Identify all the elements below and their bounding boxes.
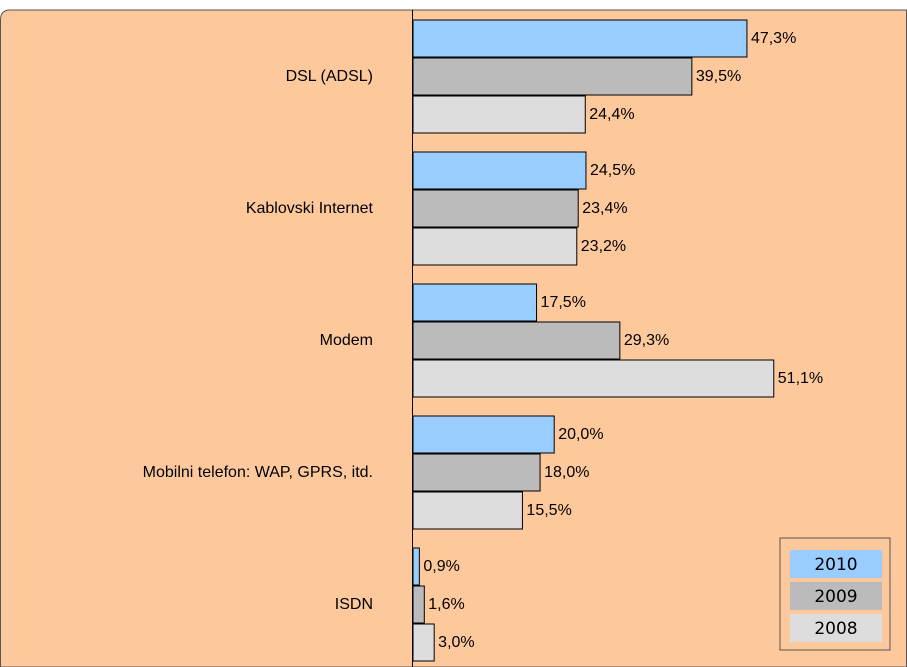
legend-swatch	[790, 614, 882, 642]
bar	[412, 453, 541, 492]
value-label: 3,0%	[438, 634, 474, 651]
value-label: 39,5%	[696, 68, 741, 85]
value-label: 18,0%	[544, 464, 589, 481]
bar	[412, 95, 586, 134]
bar	[412, 491, 523, 530]
value-label: 23,4%	[582, 200, 627, 217]
category-label: Kablovski Internet	[246, 200, 374, 217]
value-label: 20,0%	[558, 426, 603, 443]
category-label: Modem	[320, 332, 373, 349]
legend-swatch	[790, 582, 882, 610]
bar	[412, 283, 538, 322]
value-label: 17,5%	[541, 294, 586, 311]
legend-label: 2008	[814, 619, 857, 639]
bar	[412, 57, 693, 96]
value-label: 1,6%	[428, 596, 464, 613]
bar	[412, 585, 425, 624]
category-label: DSL (ADSL)	[286, 68, 373, 85]
value-label: 15,5%	[526, 502, 571, 519]
bar	[412, 359, 775, 398]
category-label: Mobilni telefon: WAP, GPRS, itd.	[143, 464, 373, 481]
value-label: 23,2%	[581, 238, 626, 255]
legend-swatch	[790, 550, 882, 578]
value-label: 51,1%	[778, 370, 823, 387]
bar	[412, 19, 748, 58]
legend-label: 2009	[814, 587, 857, 607]
bar	[412, 547, 420, 586]
bar	[412, 321, 621, 360]
value-label: 0,9%	[423, 558, 459, 575]
value-label: 24,5%	[590, 162, 635, 179]
value-label: 47,3%	[751, 30, 796, 47]
bar	[412, 189, 579, 228]
category-label: ISDN	[335, 596, 373, 613]
bar	[412, 623, 435, 662]
value-label: 24,4%	[589, 106, 634, 123]
bar	[412, 227, 578, 266]
legend-label: 2010	[814, 555, 857, 575]
bar	[412, 415, 555, 454]
value-label: 29,3%	[624, 332, 669, 349]
bar	[412, 151, 587, 190]
